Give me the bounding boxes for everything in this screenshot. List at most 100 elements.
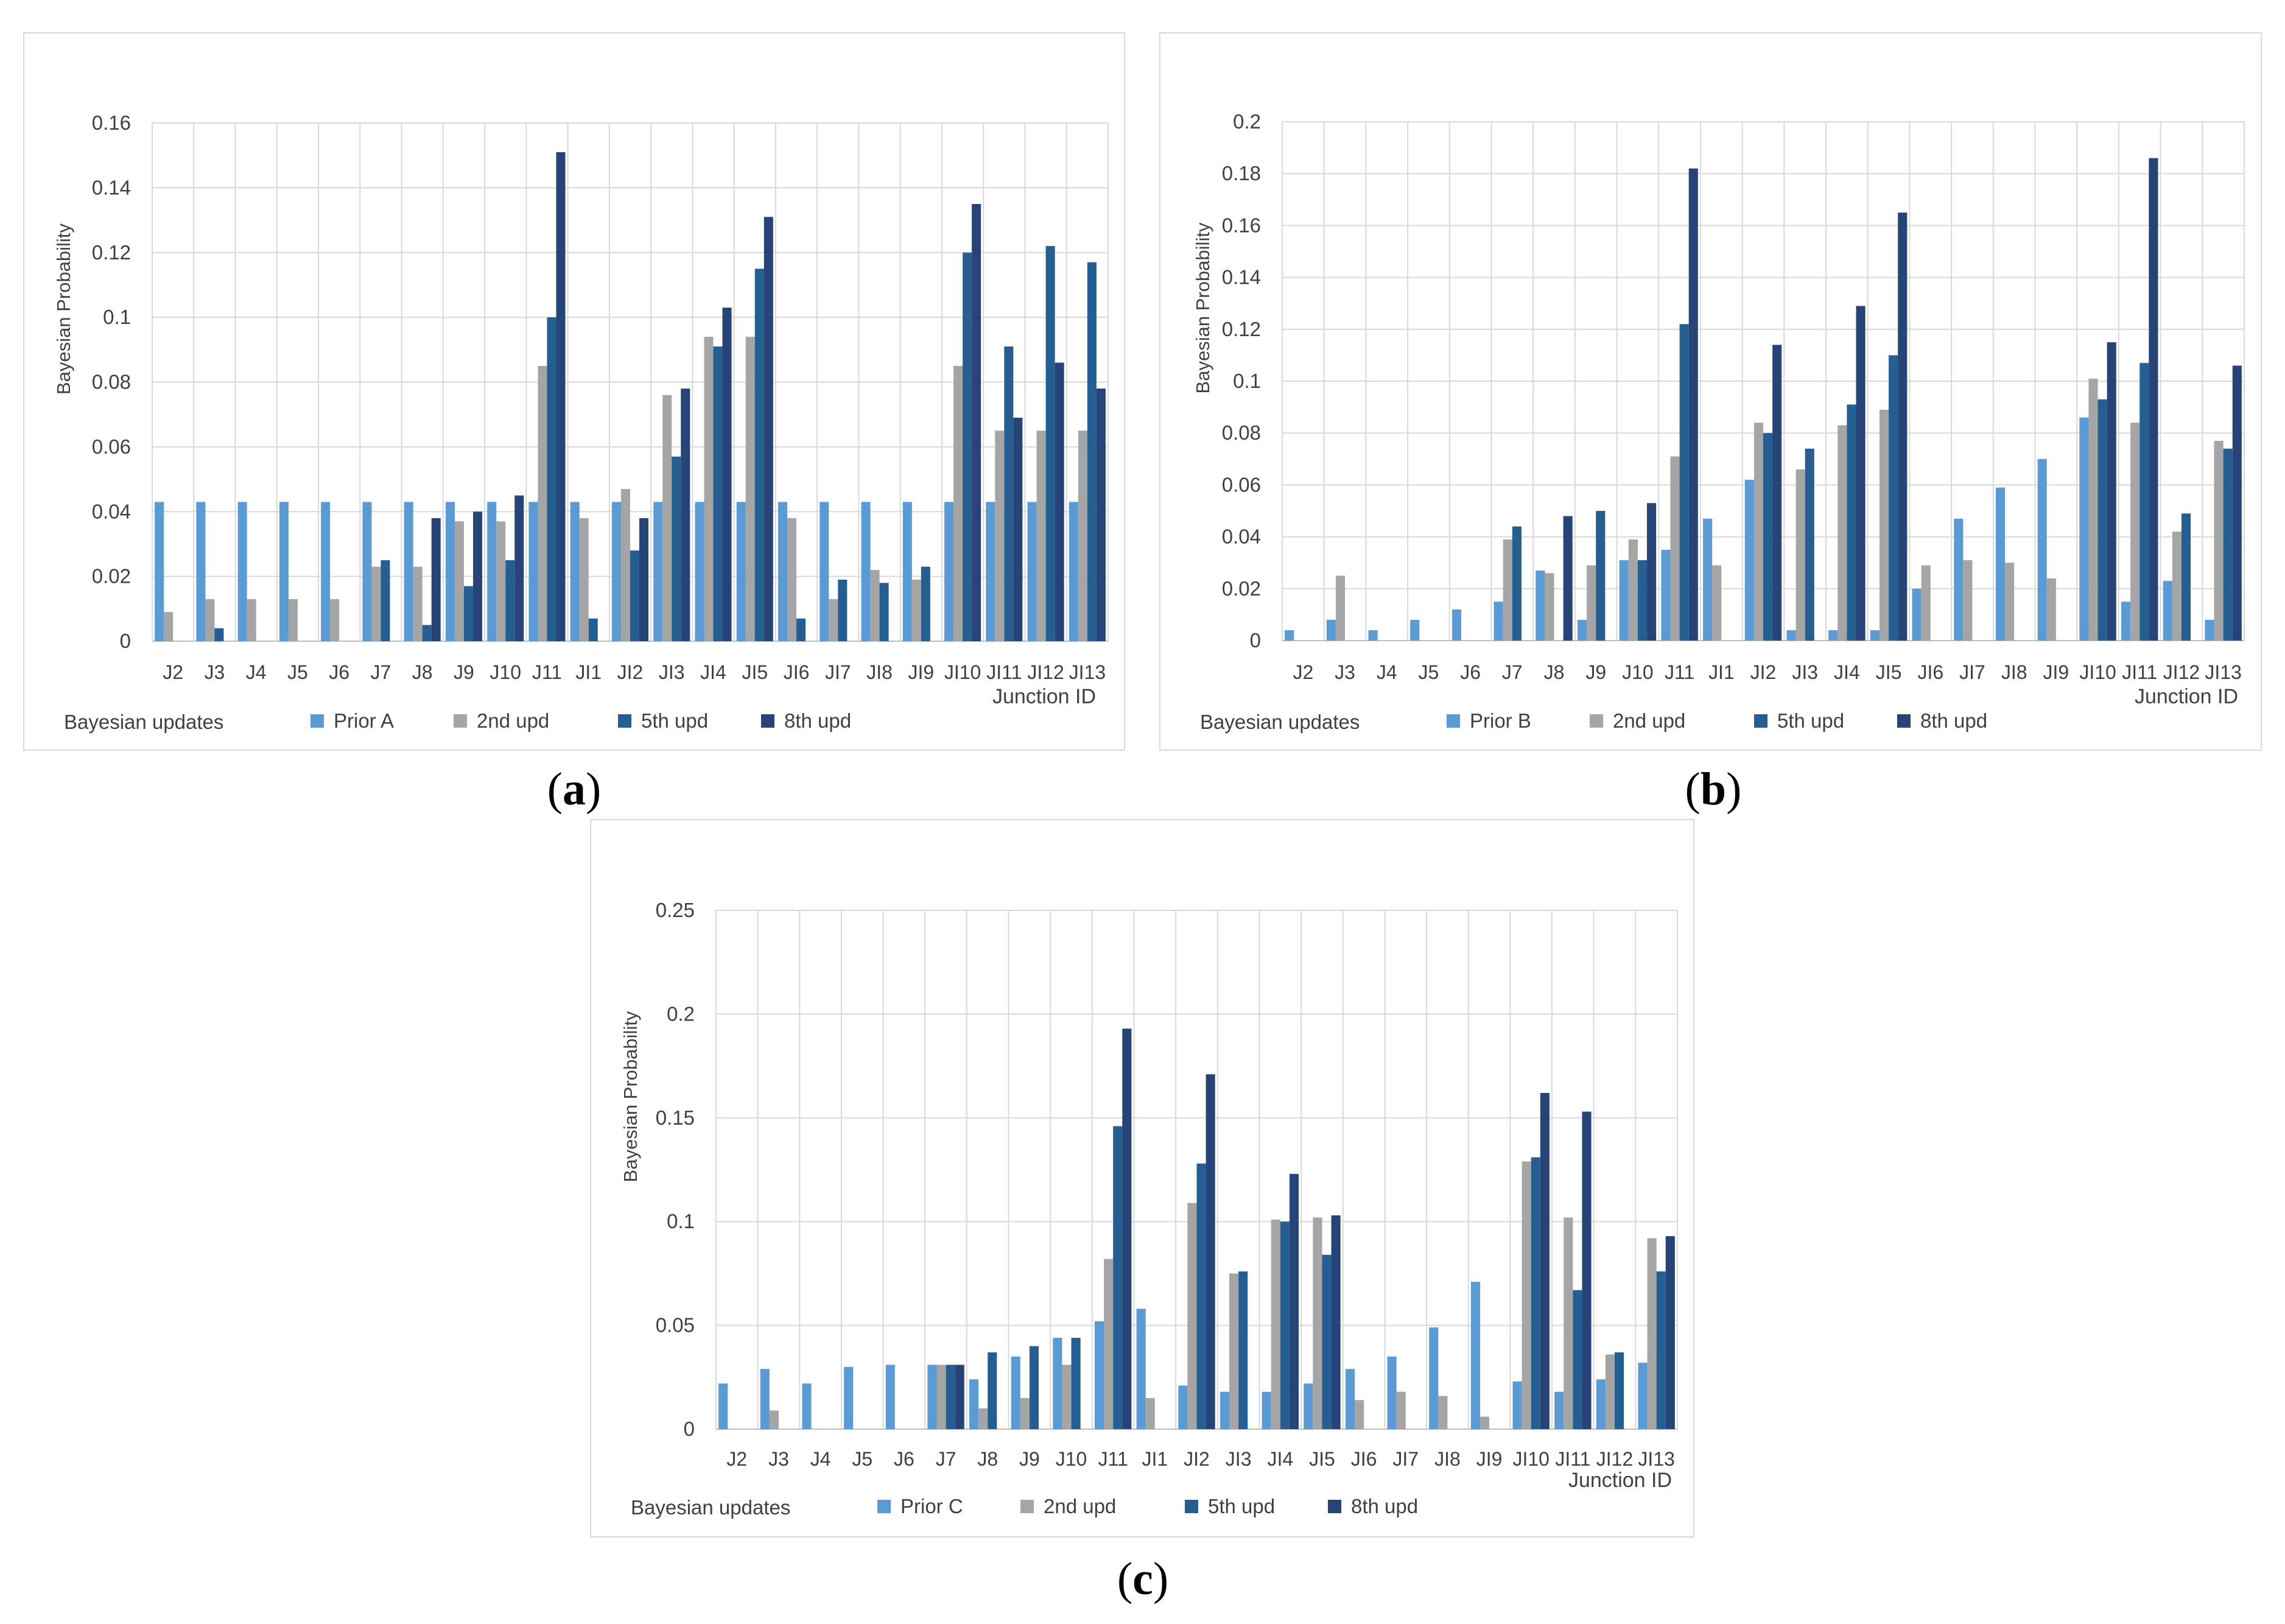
bar-prior-c	[969, 1379, 979, 1429]
bar-2nd-upd	[1396, 1391, 1406, 1429]
bar-8th-upd	[472, 511, 482, 641]
bar-prior-a	[736, 502, 746, 641]
bar-prior-c	[1262, 1391, 1271, 1429]
bar-5th-upd	[1512, 526, 1522, 641]
x-tick-label: J4	[810, 1448, 831, 1470]
x-tick-label: J2	[1293, 661, 1313, 683]
bar-8th-upd	[1856, 306, 1866, 641]
bar-2nd-upd	[1271, 1219, 1280, 1429]
bar-5th-upd	[879, 583, 889, 641]
bar-2nd-upd	[1753, 423, 1763, 641]
bar-prior-c	[1638, 1362, 1648, 1429]
bar-prior-b	[1285, 630, 1294, 641]
bar-prior-c	[1387, 1356, 1397, 1429]
x-tick-label: J8	[1544, 661, 1565, 683]
bar-prior-b	[1410, 619, 1420, 641]
x-tick-label: JI8	[866, 661, 893, 683]
bar-prior-b	[2079, 417, 2089, 641]
bar-2nd-upd	[2088, 378, 2098, 641]
x-tick-label: JI10	[944, 661, 981, 683]
bar-5th-upd	[1071, 1338, 1081, 1429]
bar-2nd-upd	[2046, 578, 2056, 641]
x-tick-label: J8	[412, 661, 433, 683]
bar-2nd-upd	[1355, 1400, 1364, 1429]
x-tick-label: JI12	[2163, 661, 2200, 683]
bar-prior-c	[1053, 1338, 1062, 1429]
y-tick-label: 0.14	[1222, 266, 1261, 289]
bar-prior-a	[820, 502, 829, 641]
bar-8th-upd	[2107, 342, 2116, 641]
bar-prior-a	[861, 502, 871, 641]
bar-2nd-upd	[496, 521, 506, 641]
legend-label: 5th upd	[1208, 1495, 1275, 1517]
y-tick-label: 0.12	[92, 241, 131, 264]
bar-2nd-upd	[2172, 532, 2181, 641]
x-tick-label: JI1	[1142, 1448, 1168, 1470]
bar-8th-upd	[1096, 388, 1106, 641]
x-tick-label: JI2	[617, 661, 644, 683]
x-tick-label: JI1	[575, 661, 602, 683]
x-tick-label: J10	[1622, 661, 1654, 683]
bar-prior-c	[1554, 1391, 1564, 1429]
bar-prior-a	[695, 502, 704, 641]
bar-2nd-upd	[1795, 469, 1805, 641]
bar-5th-upd	[2181, 513, 2191, 641]
bar-2nd-upd	[769, 1410, 779, 1429]
bar-5th-upd	[1280, 1222, 1290, 1429]
legend-swatch	[311, 714, 324, 728]
bar-5th-upd	[1596, 511, 1606, 641]
x-tick-label: JI6	[1917, 661, 1943, 683]
x-tick-label: JI7	[825, 661, 851, 683]
bar-prior-b	[1870, 630, 1880, 641]
caption-b: (b)	[1685, 764, 1742, 815]
y-tick-label: 0.2	[1233, 110, 1261, 133]
x-tick-label: JI3	[659, 661, 685, 683]
y-tick-label: 0.16	[1222, 214, 1261, 236]
bar-2nd-upd	[1564, 1217, 1573, 1429]
bar-5th-upd	[988, 1352, 997, 1429]
x-tick-label: J3	[768, 1448, 789, 1470]
legend-swatch	[618, 714, 631, 728]
bar-2nd-upd	[1187, 1203, 1197, 1429]
y-tick-label: 0	[684, 1418, 695, 1440]
bar-prior-c	[885, 1365, 895, 1429]
bar-prior-c	[1094, 1321, 1104, 1429]
bar-prior-a	[237, 502, 247, 641]
bar-prior-c	[802, 1383, 812, 1429]
legend-swatch	[1590, 714, 1603, 728]
bar-prior-c	[1429, 1327, 1439, 1429]
bar-prior-a	[155, 502, 164, 641]
x-tick-label: J7	[936, 1448, 956, 1470]
bar-8th-upd	[955, 1365, 964, 1429]
bar-2nd-upd	[371, 566, 381, 641]
y-tick-label: 0.16	[92, 111, 131, 134]
bar-2nd-upd	[1879, 409, 1889, 641]
bar-5th-upd	[1531, 1157, 1540, 1429]
bar-5th-upd	[713, 346, 723, 641]
x-tick-label: JI2	[1750, 661, 1777, 683]
bar-2nd-upd	[1479, 1416, 1490, 1429]
bar-prior-a	[279, 502, 289, 641]
bar-8th-upd	[2232, 365, 2242, 641]
y-tick-label: 0.04	[92, 500, 131, 522]
bar-prior-b	[1828, 630, 1838, 641]
bar-prior-b	[2121, 602, 2131, 641]
bar-prior-a	[986, 502, 995, 641]
bar-prior-c	[1220, 1391, 1230, 1429]
legend-title: Bayesian updates	[1200, 711, 1360, 733]
bar-prior-a	[944, 502, 954, 641]
bar-8th-upd	[1665, 1236, 1675, 1429]
bar-prior-a	[362, 502, 372, 641]
bar-5th-upd	[1847, 404, 1856, 641]
y-tick-label: 0.1	[1233, 370, 1261, 392]
bar-5th-upd	[1196, 1163, 1206, 1429]
bar-8th-upd	[639, 518, 649, 641]
x-tick-label: J6	[894, 1448, 914, 1470]
y-tick-label: 0.18	[1222, 162, 1261, 185]
bar-5th-upd	[588, 618, 598, 641]
bar-2nd-upd	[1837, 425, 1847, 641]
bar-prior-a	[404, 502, 413, 641]
y-tick-label: 0.08	[1222, 421, 1261, 444]
bar-8th-upd	[556, 152, 566, 641]
bar-5th-upd	[547, 317, 556, 641]
